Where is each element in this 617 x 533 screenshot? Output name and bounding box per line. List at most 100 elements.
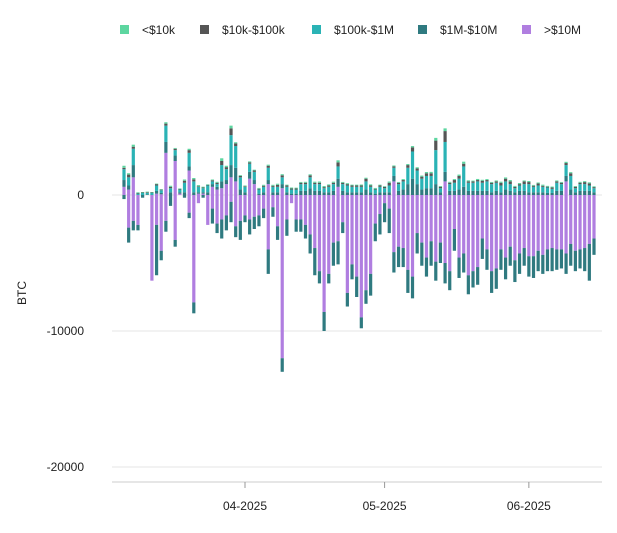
bar-segment xyxy=(280,184,284,189)
bar-segment xyxy=(406,195,410,270)
bar-segment xyxy=(294,195,298,220)
bar-segment xyxy=(187,148,191,151)
bar-segment xyxy=(466,180,470,182)
bar-segment xyxy=(494,182,498,191)
bar-segment xyxy=(336,195,340,242)
bar-segment xyxy=(271,192,275,195)
bar-segment xyxy=(303,181,308,183)
bar-segment xyxy=(322,192,326,195)
bar-segment xyxy=(289,189,294,194)
bar-segment xyxy=(238,177,242,190)
bar-segment xyxy=(573,192,577,195)
bar-segment xyxy=(271,195,275,208)
bar-segment xyxy=(531,186,536,193)
bar-segment xyxy=(243,185,247,187)
bar-segment xyxy=(443,128,447,132)
bar-segment xyxy=(392,195,396,253)
bar-segment xyxy=(555,182,559,191)
bar-segment xyxy=(373,187,377,189)
bar-segment xyxy=(341,190,345,195)
bar-segment xyxy=(503,257,508,280)
bar-segment xyxy=(173,239,177,247)
bar-segment xyxy=(173,148,177,151)
bar-segment xyxy=(471,180,475,182)
bar-segment xyxy=(164,220,168,232)
bar-segment xyxy=(141,192,145,193)
bar-segment xyxy=(173,150,177,156)
bar-segment xyxy=(541,192,545,195)
bar-segment xyxy=(564,175,568,182)
bar-segment xyxy=(196,192,201,194)
bar-segment xyxy=(406,269,410,293)
bar-segment xyxy=(373,195,377,224)
bar-segment xyxy=(527,256,531,277)
bar-segment xyxy=(234,181,238,195)
bar-segment xyxy=(313,182,317,185)
bar-segment xyxy=(490,184,494,193)
bar-segment xyxy=(266,195,270,250)
bar-segment xyxy=(508,180,512,182)
bar-segment xyxy=(476,190,480,195)
bar-segment xyxy=(401,181,405,190)
bar-segment xyxy=(369,195,373,274)
bar-segment xyxy=(192,302,196,314)
bar-segment xyxy=(317,271,322,284)
bar-segment xyxy=(266,180,270,185)
bar-segment xyxy=(494,195,498,269)
bar-segment xyxy=(252,216,256,229)
bar-segment xyxy=(410,146,415,148)
bar-segment xyxy=(387,182,391,186)
bar-segment xyxy=(429,195,433,242)
bar-segment xyxy=(462,253,466,273)
bar-segment xyxy=(364,195,368,291)
bar-segment xyxy=(462,166,466,187)
bar-segment xyxy=(424,257,429,277)
bar-segment xyxy=(229,201,233,223)
bar-segment xyxy=(257,189,261,194)
bar-segment xyxy=(150,192,154,195)
bar-segment xyxy=(555,190,559,195)
bar-segment xyxy=(289,187,294,189)
bar-segment xyxy=(452,229,456,251)
bar-segment xyxy=(196,185,201,187)
bar-segment xyxy=(462,161,466,164)
bar-segment xyxy=(331,190,336,195)
bar-segment xyxy=(234,142,238,144)
bar-segment xyxy=(164,141,168,153)
bar-segment xyxy=(280,177,284,185)
bar-segment xyxy=(569,175,573,190)
legend-label: $10k-$100k xyxy=(222,23,286,37)
bar-segment xyxy=(336,241,340,265)
bar-segment xyxy=(369,184,373,186)
bar-segment xyxy=(587,185,591,191)
bar-segment xyxy=(396,184,401,191)
bar-segment xyxy=(145,192,149,195)
bar-segment xyxy=(224,215,228,231)
bar-segment xyxy=(248,161,252,163)
bar-segment xyxy=(285,186,289,193)
bar-segment xyxy=(448,181,452,183)
bar-segment xyxy=(457,195,461,258)
bar-segment xyxy=(164,123,168,126)
bar-segment xyxy=(280,175,284,178)
bar-segment xyxy=(127,185,131,190)
bar-segment xyxy=(271,207,275,217)
bar-segment xyxy=(494,268,498,289)
legend-label: <$10k xyxy=(142,23,176,37)
bar-segment xyxy=(545,192,550,195)
bar-segment xyxy=(294,219,298,232)
bar-segment xyxy=(555,180,559,182)
bar-segment xyxy=(569,189,573,195)
bar-segment xyxy=(457,174,461,176)
bar-segment xyxy=(154,190,159,194)
bar-segment xyxy=(452,190,456,195)
bar-segment xyxy=(587,190,591,195)
bar-segment xyxy=(503,181,508,190)
bar-segment xyxy=(303,190,308,195)
bar-segment xyxy=(341,195,345,223)
bar-segment xyxy=(262,184,266,186)
bar-segment xyxy=(224,169,228,181)
bar-segment xyxy=(382,195,387,204)
bar-segment xyxy=(280,174,284,176)
bar-segment xyxy=(480,182,484,191)
